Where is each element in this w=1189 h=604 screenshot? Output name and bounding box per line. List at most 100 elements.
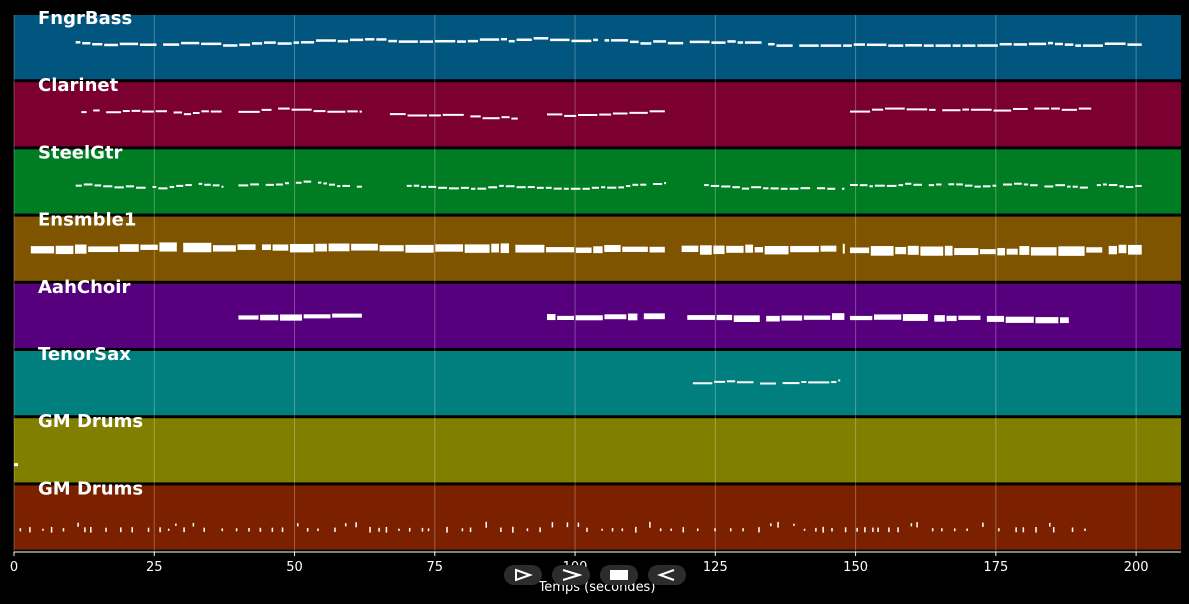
note	[1014, 182, 1022, 185]
note	[993, 109, 1012, 112]
note	[398, 528, 400, 531]
note	[570, 187, 581, 190]
note	[872, 527, 874, 532]
track-label: GM Drums	[38, 478, 143, 499]
note	[251, 42, 263, 45]
note	[1030, 184, 1038, 187]
note	[328, 243, 350, 252]
note	[82, 41, 91, 45]
note	[122, 110, 130, 113]
track-lane	[14, 15, 1181, 80]
note	[699, 245, 712, 255]
note	[640, 42, 652, 45]
note	[140, 244, 158, 250]
note	[105, 527, 107, 532]
note	[566, 522, 569, 528]
note	[992, 184, 997, 187]
note	[337, 39, 349, 43]
note	[849, 315, 873, 321]
note	[238, 110, 260, 113]
note	[635, 526, 637, 533]
note	[511, 117, 518, 120]
note	[461, 528, 464, 532]
note	[212, 245, 236, 252]
note	[176, 184, 184, 187]
track-lane	[14, 149, 1181, 214]
note	[571, 39, 592, 43]
stop-button[interactable]	[600, 565, 638, 585]
x-tick-label: 25	[146, 560, 163, 575]
note	[334, 527, 336, 532]
fast-forward-button[interactable]	[552, 565, 590, 585]
note	[106, 111, 122, 114]
note	[30, 246, 55, 254]
note	[929, 108, 936, 111]
x-tick-label: 0	[10, 560, 18, 575]
play-button[interactable]	[504, 565, 542, 585]
rewind-button[interactable]	[648, 565, 686, 585]
note	[627, 313, 638, 321]
note	[428, 114, 441, 117]
note	[136, 186, 146, 189]
note	[77, 522, 79, 527]
note	[758, 527, 760, 533]
note	[897, 527, 899, 533]
x-tick-label: 75	[427, 560, 444, 575]
note	[536, 186, 544, 189]
note	[895, 246, 907, 255]
note	[313, 110, 326, 113]
note	[406, 184, 412, 187]
note	[175, 523, 177, 526]
note	[516, 38, 532, 42]
track-lane	[14, 351, 1181, 416]
note	[831, 527, 833, 532]
note	[670, 528, 672, 531]
note	[533, 37, 549, 40]
note	[349, 38, 364, 42]
note	[1023, 183, 1029, 186]
note	[167, 528, 170, 531]
note	[681, 245, 699, 253]
note	[551, 522, 554, 528]
note	[93, 109, 100, 112]
note	[689, 40, 710, 44]
note	[607, 186, 617, 189]
note	[344, 523, 347, 527]
x-tick-label: 125	[703, 560, 728, 575]
note	[632, 183, 639, 186]
note	[139, 43, 157, 46]
note	[248, 527, 250, 532]
note	[578, 113, 598, 116]
rewind-icon	[657, 569, 675, 581]
note	[1035, 526, 1037, 533]
note	[982, 185, 991, 188]
note	[942, 109, 961, 112]
note	[751, 186, 762, 189]
note	[593, 38, 598, 42]
note	[1125, 185, 1134, 188]
note	[954, 528, 956, 532]
note	[1086, 247, 1103, 253]
note	[1003, 183, 1012, 186]
note	[946, 315, 957, 322]
note	[842, 243, 845, 254]
note	[737, 41, 744, 44]
note	[527, 186, 535, 189]
note	[192, 522, 195, 527]
note	[667, 41, 684, 45]
x-tick-label: 50	[286, 560, 303, 575]
note	[849, 247, 870, 254]
note	[692, 382, 713, 385]
note	[183, 242, 212, 253]
note	[1118, 244, 1127, 254]
note	[464, 244, 490, 253]
note	[389, 113, 406, 116]
track-label: GM Drums	[38, 411, 143, 432]
note	[711, 41, 726, 44]
note	[265, 183, 274, 186]
track-labels: FngrBass Clarinet SteelGtr Ensmble1 AahChoir…	[38, 8, 143, 499]
note	[966, 528, 968, 531]
note	[859, 184, 868, 187]
note	[754, 247, 764, 253]
